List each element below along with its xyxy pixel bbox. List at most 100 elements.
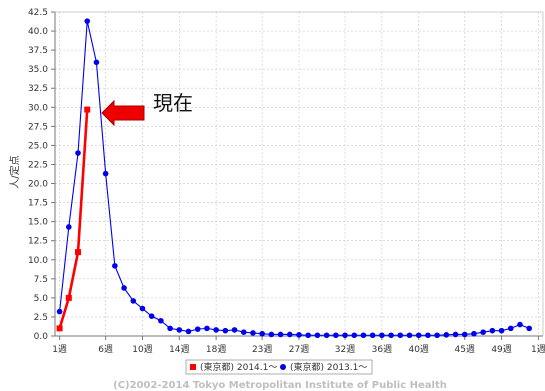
- y-tick-label: 2.5: [34, 313, 48, 323]
- data-point-circle: [112, 263, 118, 269]
- x-tick-label: 10週: [132, 344, 152, 355]
- x-axis-ticks: 1週 6週 10週 14週 18週 23週 27週 32週 36週 40週 45週 49週 1週: [52, 336, 545, 355]
- annotation: 現在: [101, 91, 193, 127]
- y-tick-label: 35.0: [28, 65, 48, 75]
- data-point-circle: [286, 331, 293, 338]
- annotation-label: 現在: [153, 91, 193, 115]
- legend-marker-square: [190, 364, 196, 370]
- data-point-circle: [305, 332, 312, 339]
- copyright-text: (C)2002‐2014 Tokyo Metropolitan Institut…: [113, 380, 447, 391]
- data-point-square: [65, 294, 72, 301]
- x-tick-label: 36週: [372, 344, 392, 355]
- data-point-circle: [148, 313, 155, 319]
- data-point-circle: [360, 332, 367, 339]
- y-tick-label: 17.5: [28, 199, 48, 209]
- y-tick-label: 15.0: [28, 218, 48, 228]
- data-point-circle: [342, 332, 348, 339]
- data-point-circle: [434, 332, 440, 339]
- data-point-square: [75, 249, 82, 256]
- data-point-circle: [185, 328, 192, 335]
- data-point-circle: [167, 325, 173, 332]
- x-tick-label: 27週: [289, 344, 309, 355]
- data-point-circle: [130, 298, 137, 304]
- series-line-0: [58, 109, 89, 329]
- data-point-circle: [415, 332, 422, 339]
- x-tick-label: 40週: [408, 344, 428, 355]
- data-point-circle: [379, 332, 385, 339]
- data-point-circle: [507, 325, 514, 332]
- data-point-circle: [66, 224, 72, 230]
- y-tick-label: 27.5: [28, 122, 48, 132]
- y-axis-label: 人/定点: [8, 155, 21, 188]
- data-point-circle: [517, 321, 523, 328]
- data-point-circle: [461, 331, 468, 338]
- data-point-circle: [406, 332, 413, 339]
- data-point-circle: [277, 331, 284, 338]
- arrow-icon: [101, 99, 145, 127]
- data-point-circle: [259, 330, 265, 337]
- legend-marker-circle: [280, 364, 286, 370]
- x-tick-label: 45週: [455, 344, 475, 355]
- legend: (東京都) 2014.1～ (東京都) 2013.1～: [185, 359, 373, 375]
- data-point-circle: [222, 327, 229, 334]
- y-tick-label: 0.0: [34, 332, 49, 342]
- data-point-circle: [397, 332, 404, 339]
- data-point-circle: [75, 150, 81, 156]
- legend-label: (東京都) 2013.1～: [290, 361, 367, 373]
- data-point-circle: [139, 305, 146, 312]
- data-point-circle: [213, 327, 219, 333]
- data-point-circle: [121, 285, 127, 291]
- data-point-circle: [443, 332, 450, 338]
- data-point-circle: [56, 308, 63, 315]
- y-tick-label: 20.0: [28, 180, 48, 190]
- y-tick-label: 37.5: [28, 46, 48, 56]
- y-tick-label: 30.0: [28, 103, 48, 113]
- series-line-1: [59, 21, 530, 336]
- x-tick-label: 6週: [98, 344, 113, 355]
- x-tick-label: 32週: [335, 344, 355, 355]
- data-point-circle: [296, 332, 302, 338]
- data-point-circle: [250, 330, 256, 336]
- series-layer: [56, 18, 532, 339]
- data-point-circle: [489, 327, 496, 334]
- data-point-circle: [425, 332, 431, 339]
- data-point-square: [84, 106, 91, 113]
- data-point-circle: [93, 59, 100, 66]
- data-point-circle: [480, 329, 486, 335]
- data-point-circle: [452, 331, 459, 338]
- data-point-circle: [176, 327, 183, 333]
- x-tick-label: 14週: [169, 344, 189, 355]
- data-point-circle: [84, 18, 91, 24]
- y-tick-label: 5.0: [34, 294, 49, 304]
- y-tick-label: 7.5: [34, 275, 48, 285]
- data-point-circle: [526, 325, 532, 332]
- data-point-circle: [158, 317, 164, 324]
- x-tick-label: 23週: [252, 344, 272, 355]
- data-point-circle: [314, 332, 321, 339]
- y-tick-label: 22.5: [28, 160, 48, 170]
- x-tick-label: 18週: [206, 344, 226, 355]
- data-point-circle: [351, 332, 358, 339]
- data-point-circle: [323, 332, 330, 339]
- y-tick-label: 25.0: [28, 141, 48, 151]
- y-tick-label: 10.0: [28, 256, 48, 266]
- data-point-circle: [471, 330, 477, 337]
- data-point-circle: [333, 332, 339, 339]
- data-point-circle: [369, 332, 376, 339]
- y-tick-label: 12.5: [28, 237, 48, 247]
- x-tick-label: 1週: [52, 344, 67, 355]
- data-point-circle: [388, 332, 394, 339]
- data-point-circle: [498, 327, 505, 334]
- data-point-circle: [204, 325, 210, 332]
- data-point-square: [56, 325, 63, 332]
- x-tick-label: 1週: [531, 344, 545, 355]
- data-point-circle: [231, 327, 238, 333]
- x-tick-label: 49週: [491, 344, 511, 355]
- data-point-circle: [102, 170, 109, 177]
- y-axis-ticks: 0.0 2.5 5.0 7.5 10.0 12.5 15.0 17.5 20.0 22.5 25.0…: [28, 8, 55, 342]
- data-point-circle: [194, 326, 201, 332]
- legend-label: (東京都) 2014.1～: [200, 361, 277, 373]
- legend-box: [185, 359, 373, 375]
